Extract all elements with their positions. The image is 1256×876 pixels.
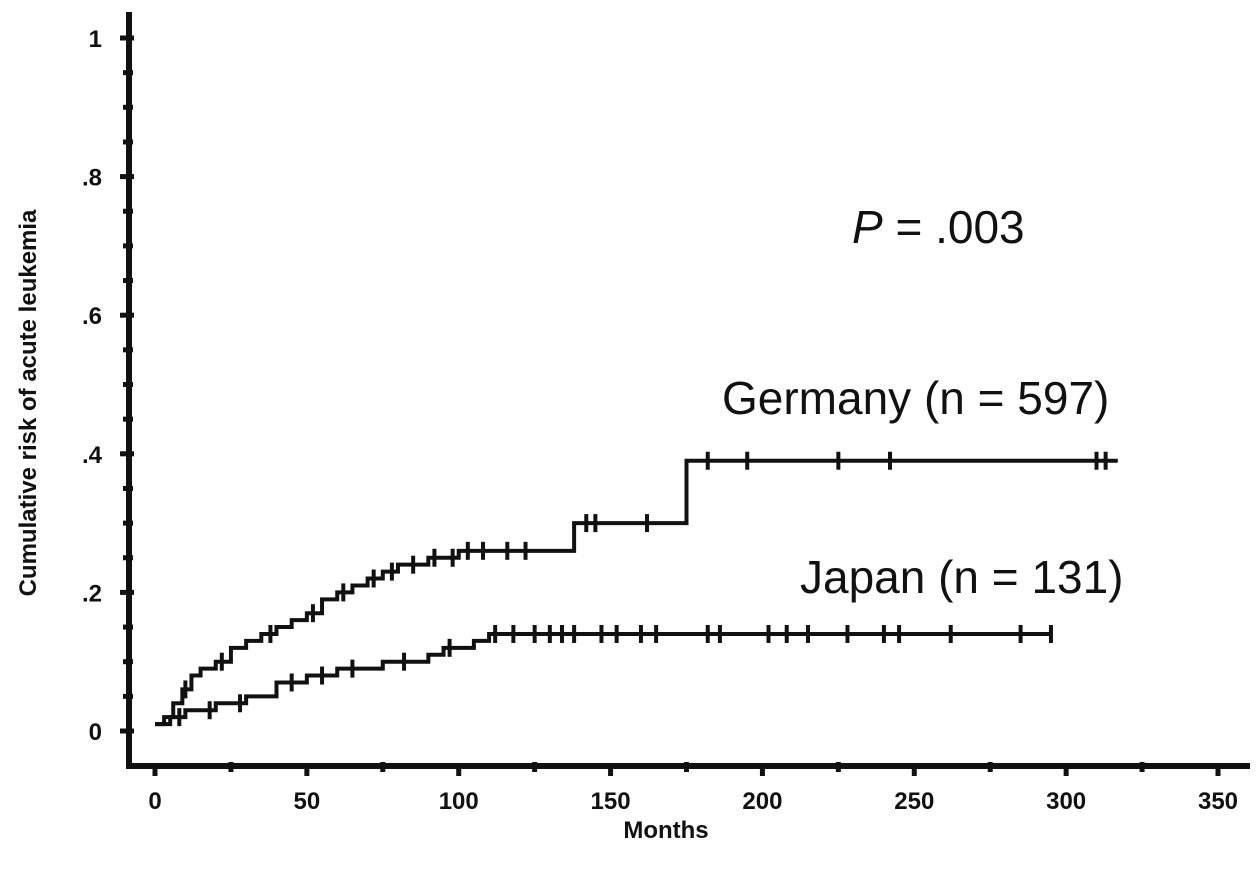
- x-tick-label: 0: [148, 788, 161, 815]
- x-tick-label: 100: [439, 788, 479, 815]
- y-tick-label: .8: [82, 165, 102, 192]
- y-tick-label: .4: [82, 442, 103, 469]
- y-tick-label: .6: [82, 303, 102, 330]
- curve-germany: [155, 458, 1118, 727]
- p-value-symbol: P: [852, 201, 883, 253]
- x-tick-label: 150: [591, 788, 631, 815]
- y-tick-label: 1: [89, 26, 102, 53]
- curve-japan: [155, 631, 1051, 727]
- y-tick-label: .2: [82, 580, 102, 607]
- x-tick-label: 50: [294, 788, 321, 815]
- series-label-japan: Japan (n = 131): [800, 551, 1124, 603]
- x-tick-label: 250: [894, 788, 934, 815]
- x-tick-label: 300: [1046, 788, 1086, 815]
- y-tick-label: 0: [89, 719, 102, 746]
- p-value-text: = .003: [883, 201, 1025, 253]
- p-value-annotation: P = .003: [852, 201, 1025, 253]
- y-axis-title: Cumulative risk of acute leukemia: [15, 209, 42, 596]
- x-tick-label: 350: [1198, 788, 1238, 815]
- series-label-germany: Germany (n = 597): [722, 372, 1109, 424]
- x-axis-title: Months: [623, 817, 708, 844]
- x-tick-label: 200: [742, 788, 782, 815]
